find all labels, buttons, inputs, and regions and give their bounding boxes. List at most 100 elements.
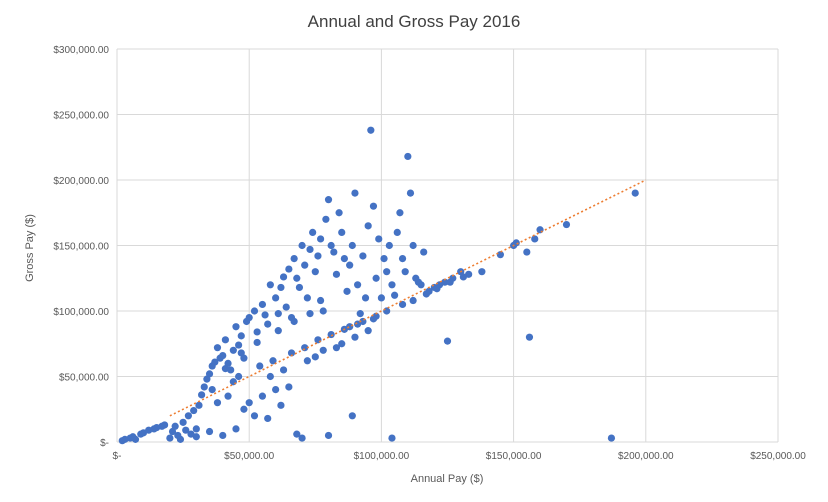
data-point [266, 372, 274, 381]
data-point [433, 285, 441, 293]
data-point [354, 281, 362, 289]
data-point [330, 248, 338, 256]
data-point [200, 383, 208, 391]
data-point [274, 327, 282, 335]
data-point [422, 290, 430, 298]
data-point [272, 386, 280, 394]
x-tick-label: $- [113, 451, 122, 462]
data-point [311, 353, 319, 361]
data-point [285, 383, 293, 391]
data-point [335, 209, 343, 217]
data-point [316, 235, 325, 243]
data-point [298, 241, 306, 250]
data-point [160, 421, 169, 429]
data-point [441, 278, 449, 286]
data-point [229, 378, 237, 386]
chart-title: Annual and Gross Pay 2016 [308, 12, 521, 31]
data-point [224, 392, 232, 400]
data-point [266, 281, 274, 289]
data-point [404, 152, 412, 161]
data-point [301, 261, 309, 269]
data-point [523, 248, 531, 256]
data-point [245, 399, 253, 407]
data-point [235, 372, 243, 381]
data-point [258, 300, 267, 309]
data-point [512, 239, 520, 247]
data-point [298, 434, 306, 442]
data-point [322, 215, 330, 223]
data-point [277, 283, 285, 292]
data-point [417, 281, 425, 289]
data-point [240, 405, 248, 413]
axes: $- $50,000.00 $100,000.00 $150,000.00 $200,0… [53, 45, 806, 462]
data-point [364, 327, 372, 335]
data-point [245, 313, 253, 322]
data-point [166, 434, 174, 442]
data-point [359, 252, 367, 260]
data-point [208, 386, 216, 394]
data-point [309, 228, 317, 236]
data-points [118, 126, 639, 445]
y-tick-label: $100,000.00 [53, 307, 109, 318]
data-point [250, 412, 259, 420]
data-point [182, 426, 190, 434]
data-point [253, 328, 261, 336]
data-point [319, 307, 327, 315]
data-point [290, 255, 298, 263]
data-point [213, 344, 222, 352]
y-tick-label: $250,000.00 [53, 111, 109, 122]
data-point [192, 433, 200, 441]
data-point [391, 291, 399, 299]
data-point [184, 412, 192, 420]
x-tick-label: $50,000.00 [224, 451, 274, 462]
data-point [364, 222, 372, 230]
data-point [332, 344, 341, 352]
y-tick-label: $150,000.00 [53, 242, 109, 253]
data-point [264, 414, 272, 423]
data-point [409, 241, 417, 250]
trendline [169, 179, 647, 417]
data-point [327, 241, 335, 250]
data-point [256, 362, 264, 370]
data-point [562, 220, 571, 229]
data-point [131, 435, 140, 443]
data-point [401, 268, 409, 276]
data-point [531, 235, 539, 243]
x-axis-title: Annual Pay ($) [411, 473, 484, 485]
data-point [279, 366, 288, 374]
data-point [332, 270, 341, 278]
data-point [258, 392, 267, 400]
data-point [409, 296, 417, 305]
data-point [274, 310, 282, 318]
data-point [229, 346, 237, 354]
data-point [198, 391, 206, 399]
data-point [250, 307, 259, 315]
data-point [380, 255, 388, 263]
data-point [253, 338, 261, 347]
data-point [314, 336, 322, 344]
data-point [351, 189, 359, 197]
data-point [314, 252, 322, 260]
data-point [607, 434, 616, 442]
data-point [348, 241, 356, 250]
data-point [369, 315, 378, 323]
data-point [287, 349, 296, 357]
data-point [237, 332, 245, 340]
data-point [211, 358, 219, 366]
data-point [269, 357, 277, 365]
x-tick-label: $150,000.00 [486, 451, 542, 462]
data-point [232, 425, 240, 433]
y-tick-label: $300,000.00 [53, 45, 109, 56]
data-point [367, 126, 375, 134]
data-point [293, 274, 301, 282]
data-point [324, 431, 333, 440]
data-point [221, 365, 230, 373]
data-point [205, 370, 214, 378]
data-point [496, 251, 504, 259]
data-point [375, 235, 383, 243]
data-point [219, 431, 227, 440]
data-point [319, 346, 327, 354]
data-point [235, 341, 243, 349]
data-point [290, 317, 298, 326]
